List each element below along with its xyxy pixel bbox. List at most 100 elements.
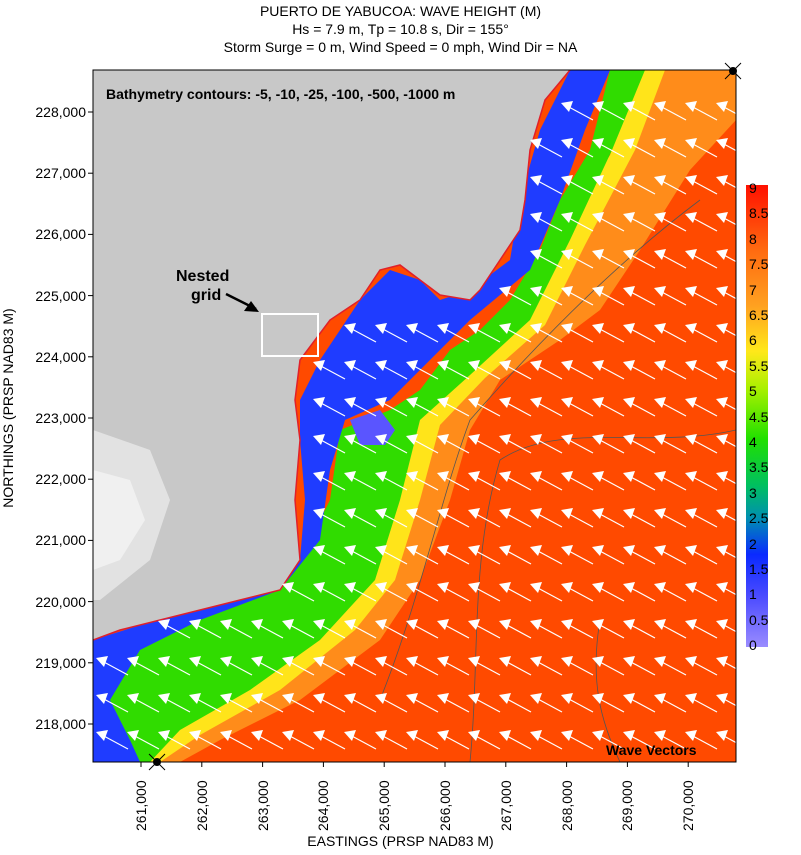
wave-vector — [282, 619, 315, 639]
wave-vector — [685, 397, 718, 417]
wave-vector — [344, 545, 377, 565]
wave-vector — [375, 730, 408, 750]
colorbar-label: 8.5 — [749, 205, 769, 222]
wave-vector — [623, 619, 656, 639]
wave-vector — [530, 656, 563, 676]
wave-vector — [499, 693, 532, 713]
x-tick-label: 263,000 — [254, 780, 271, 831]
wave-vector — [592, 582, 625, 602]
wave-vector — [561, 508, 594, 528]
wave-vector — [623, 545, 656, 565]
wave-vector — [375, 471, 408, 491]
wave-vector — [530, 323, 563, 343]
wave-vector — [623, 249, 656, 269]
wave-vector — [623, 323, 656, 343]
colorbar-label: 8 — [749, 230, 757, 247]
wave-vector — [344, 471, 377, 491]
wave-vector — [282, 730, 315, 750]
wave-vector — [499, 434, 532, 454]
wave-vectors-label: Wave Vectors — [606, 742, 697, 758]
wave-vector — [437, 656, 470, 676]
wave-vector — [716, 508, 736, 522]
wave-vector — [685, 286, 718, 306]
nested-grid-arrowhead — [244, 301, 259, 312]
colorbar-label: 1.5 — [749, 561, 769, 577]
wave-vector — [468, 730, 501, 750]
wave-vector — [716, 582, 736, 596]
wave-vector — [592, 656, 625, 676]
title-line-3: Storm Surge = 0 m, Wind Speed = 0 mph, W… — [223, 39, 578, 55]
wave-vector — [499, 360, 532, 380]
wave-vector — [685, 545, 718, 565]
wave-vector — [623, 582, 656, 602]
wave-vector — [592, 138, 625, 158]
wave-vector — [189, 693, 222, 713]
wave-vector — [437, 545, 470, 565]
wave-vector — [716, 323, 736, 337]
wave-vector — [654, 360, 687, 380]
wave-vector — [127, 656, 160, 676]
inland-peak — [93, 470, 145, 570]
wave-vector — [189, 656, 222, 676]
wave-vector — [158, 656, 191, 676]
wave-vector — [530, 360, 563, 380]
wave-vector — [561, 619, 594, 639]
wave-vector — [716, 360, 736, 374]
wave-vector — [344, 397, 377, 417]
wave-vector — [716, 545, 736, 559]
wave-vector — [561, 582, 594, 602]
wave-vector — [561, 212, 594, 232]
wave-vector — [96, 730, 129, 750]
wave-vector — [437, 730, 470, 750]
wave-vector — [654, 212, 687, 232]
wave-vector — [437, 434, 470, 454]
wave-vector — [313, 730, 346, 750]
wave-vector — [716, 212, 736, 226]
wave-vector — [592, 249, 625, 269]
wave-vector — [654, 249, 687, 269]
y-axis-ticks — [88, 111, 93, 725]
y-tick-label: 223,000 — [35, 410, 86, 426]
wave-vector — [375, 545, 408, 565]
wave-vector — [716, 619, 736, 633]
title-line-1: PUERTO DE YABUCOA: WAVE HEIGHT (M) — [259, 3, 542, 19]
colorbar-label: 6 — [749, 332, 757, 349]
x-tick-label: 265,000 — [376, 780, 393, 831]
wave-vector — [158, 693, 191, 713]
wave-vector — [375, 656, 408, 676]
wave-vector — [716, 101, 736, 115]
wave-vector — [654, 175, 687, 195]
colorbar-label: 5 — [749, 383, 757, 400]
shallow-water-green — [93, 70, 645, 762]
wave-vector — [313, 508, 346, 528]
wave-vector — [623, 471, 656, 491]
wave-vector — [189, 730, 222, 750]
wave-vector — [654, 582, 687, 602]
colorbar-label: 5.5 — [749, 357, 769, 374]
wave-vector — [654, 619, 687, 639]
wave-vector — [499, 656, 532, 676]
wave-vector — [375, 508, 408, 528]
wave-vector — [561, 138, 594, 158]
wave-vector — [654, 656, 687, 676]
y-tick-label: 227,000 — [35, 165, 86, 182]
wave-vector — [499, 286, 532, 306]
wave-vector — [499, 397, 532, 417]
wave-vector — [530, 508, 563, 528]
wave-vector — [685, 138, 718, 158]
wave-vector-field — [96, 101, 736, 750]
wave-vector — [623, 656, 656, 676]
wave-vector — [220, 730, 253, 750]
wave-vector — [313, 545, 346, 565]
wave-vector — [375, 360, 408, 380]
wave-vector — [530, 397, 563, 417]
wave-vector — [716, 286, 736, 300]
wave-vector — [561, 693, 594, 713]
nested-grid-box — [261, 313, 319, 357]
wave-vector — [654, 286, 687, 306]
wave-vector — [406, 582, 439, 602]
wave-vector — [623, 360, 656, 380]
wave-vector — [499, 471, 532, 491]
land-area — [93, 70, 570, 640]
y-tick-label: 224,000 — [35, 348, 86, 365]
